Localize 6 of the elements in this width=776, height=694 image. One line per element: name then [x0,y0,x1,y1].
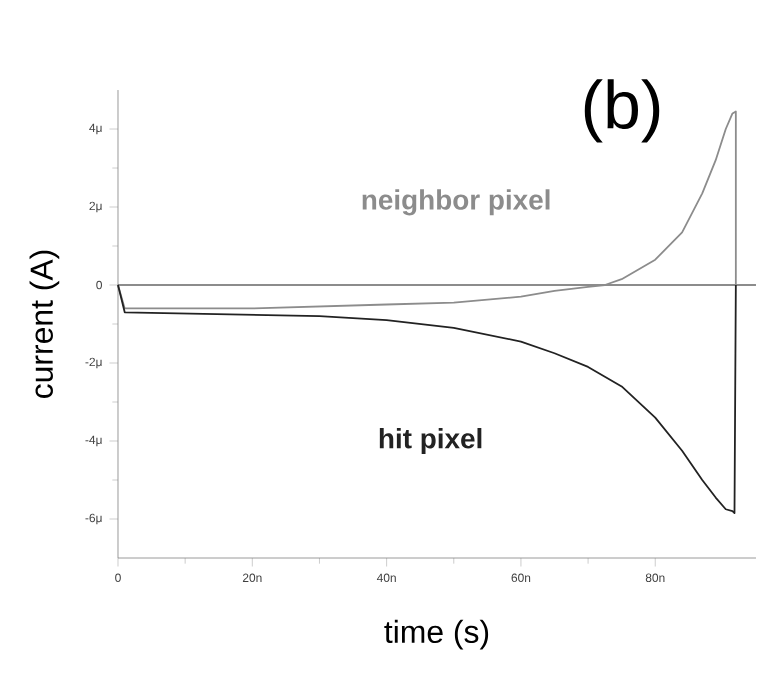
x-axis-title: time (s) [384,619,489,650]
text: neighbor pixel [362,189,550,216]
line-series [117,284,737,515]
text: hit pixel [379,428,482,454]
chart-title: (b) [584,79,660,143]
y-axis-title: current (A) [29,250,60,398]
